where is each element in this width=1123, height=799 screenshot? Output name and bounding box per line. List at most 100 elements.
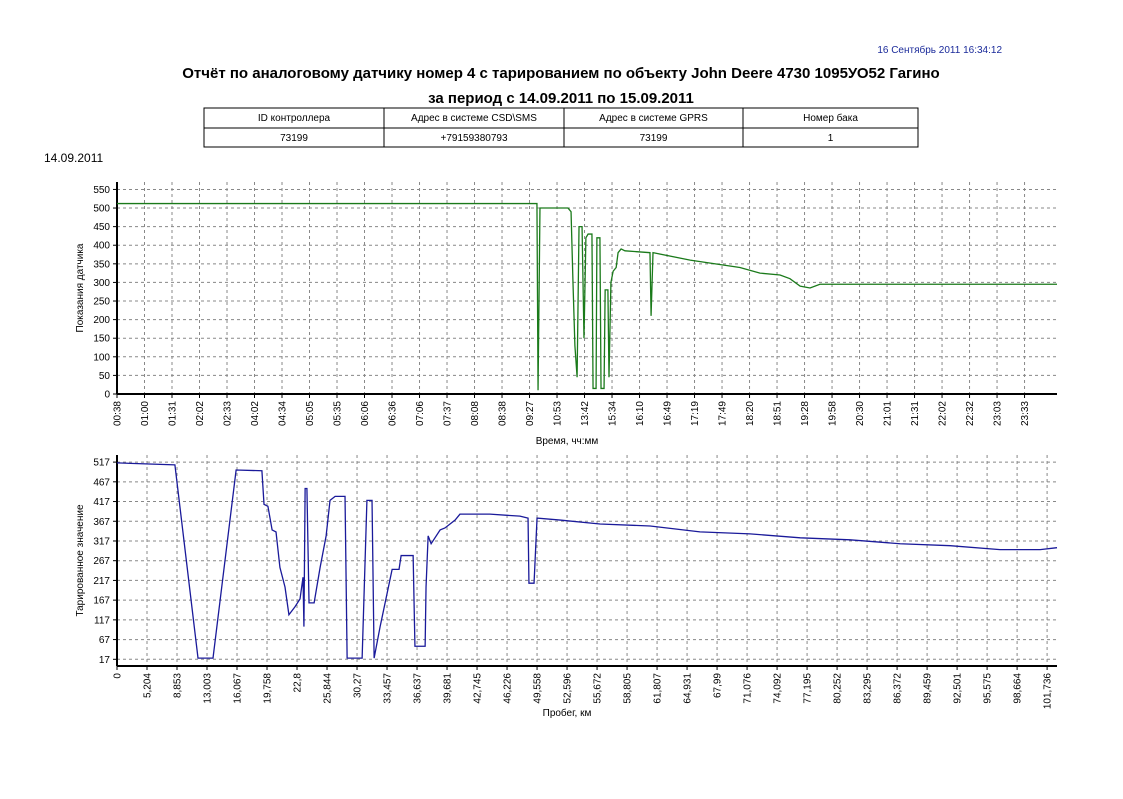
data-line	[117, 202, 1057, 391]
x-tick-label: 13:42	[580, 401, 591, 426]
y-tick-label: 417	[93, 497, 110, 508]
x-tick-label: 19:58	[828, 401, 839, 426]
x-tick-label: 42,745	[473, 673, 484, 704]
x-tick-label: 5,204	[143, 673, 154, 698]
y-axis-title: Показания датчика	[75, 243, 86, 332]
column-header: Адрес в системе GPRS	[599, 113, 708, 124]
x-tick-label: 92,501	[953, 673, 964, 704]
x-tick-label: 21:01	[883, 401, 894, 426]
table-cell: 73199	[280, 133, 308, 144]
y-tick-label: 217	[93, 576, 110, 587]
x-tick-label: 05:05	[305, 401, 316, 426]
x-tick-label: 80,252	[833, 673, 844, 704]
x-tick-label: 8,853	[173, 673, 184, 698]
x-tick-label: 01:00	[140, 401, 151, 426]
x-tick-label: 08:08	[470, 401, 481, 426]
x-tick-label: 20:30	[855, 401, 866, 426]
x-tick-label: 04:34	[278, 401, 289, 426]
y-tick-label: 0	[104, 390, 110, 401]
y-tick-label: 200	[93, 315, 110, 326]
x-tick-label: 55,672	[593, 673, 604, 704]
y-tick-label: 367	[93, 517, 110, 528]
x-tick-label: 18:20	[745, 401, 756, 426]
x-tick-label: 58,805	[623, 673, 634, 704]
x-tick-label: 71,076	[743, 673, 754, 704]
x-tick-label: 67,99	[713, 673, 724, 698]
y-tick-label: 267	[93, 556, 110, 567]
x-tick-label: 61,807	[653, 673, 664, 704]
x-tick-label: 18:51	[773, 401, 784, 426]
y-tick-label: 250	[93, 297, 110, 308]
y-tick-label: 400	[93, 241, 110, 252]
y-tick-label: 167	[93, 596, 110, 607]
x-tick-label: 16:10	[635, 401, 646, 426]
y-axis-title: Тарированное значение	[75, 504, 86, 617]
y-tick-label: 50	[99, 371, 111, 382]
x-axis-title: Пробег, км	[543, 707, 592, 719]
x-tick-label: 02:33	[223, 401, 234, 426]
x-tick-label: 06:06	[360, 401, 371, 426]
x-tick-label: 77,195	[803, 673, 814, 704]
x-tick-label: 95,575	[983, 673, 994, 704]
y-tick-label: 450	[93, 222, 110, 233]
x-tick-label: 01:31	[168, 401, 179, 426]
x-tick-label: 33,457	[383, 673, 394, 704]
x-tick-label: 0	[113, 673, 124, 679]
x-tick-label: 83,295	[863, 673, 874, 704]
y-tick-label: 100	[93, 352, 110, 363]
y-tick-label: 317	[93, 536, 110, 547]
x-tick-label: 04:02	[250, 401, 261, 426]
report-date: 14.09.2011	[44, 151, 103, 165]
x-tick-label: 64,931	[683, 673, 694, 704]
x-tick-label: 86,372	[893, 673, 904, 704]
x-tick-label: 52,596	[563, 673, 574, 704]
x-tick-label: 05:35	[333, 401, 344, 426]
x-tick-label: 17:19	[690, 401, 701, 426]
y-tick-label: 467	[93, 477, 110, 488]
y-tick-label: 67	[99, 635, 111, 646]
x-tick-label: 74,092	[773, 673, 784, 704]
x-tick-label: 17:49	[718, 401, 729, 426]
x-tick-label: 00:38	[113, 401, 124, 426]
table-cell: 1	[828, 133, 834, 144]
x-tick-label: 22,8	[293, 673, 304, 693]
x-tick-label: 02:02	[195, 401, 206, 426]
x-tick-label: 16:49	[663, 401, 674, 426]
x-tick-label: 15:34	[608, 401, 619, 426]
x-tick-label: 22:02	[938, 401, 949, 426]
x-tick-label: 13,003	[203, 673, 214, 704]
x-tick-label: 19:28	[800, 401, 811, 426]
y-tick-label: 117	[94, 615, 110, 626]
timestamp: 16 Сентябрь 2011 16:34:12	[877, 44, 1002, 56]
x-tick-label: 39,681	[443, 673, 454, 704]
x-tick-label: 30,27	[353, 673, 364, 698]
report-title: Отчёт по аналоговому датчику номер 4 с т…	[182, 65, 939, 82]
x-tick-label: 49,558	[533, 673, 544, 704]
x-tick-label: 98,664	[1013, 673, 1024, 704]
y-tick-label: 350	[93, 259, 110, 270]
x-tick-label: 23:03	[993, 401, 1004, 426]
y-tick-label: 517	[93, 458, 110, 469]
x-tick-label: 89,459	[923, 673, 934, 704]
x-axis-title: Время, чч:мм	[536, 436, 599, 447]
column-header: Адрес в системе CSD\SMS	[411, 113, 537, 124]
x-tick-label: 46,226	[503, 673, 514, 704]
table-cell: 73199	[640, 133, 668, 144]
x-tick-label: 16,067	[233, 673, 244, 704]
data-line	[116, 462, 1058, 659]
x-tick-label: 36,637	[413, 673, 424, 704]
x-tick-label: 21:31	[910, 401, 921, 426]
report-subtitle: за период с 14.09.2011 по 15.09.2011	[428, 90, 694, 107]
x-tick-label: 06:36	[388, 401, 399, 426]
x-tick-label: 19,758	[263, 673, 274, 704]
x-tick-label: 101,736	[1043, 673, 1054, 710]
y-tick-label: 300	[93, 278, 110, 289]
y-tick-label: 550	[93, 185, 110, 196]
x-tick-label: 23:33	[1020, 401, 1031, 426]
table-cell: +79159380793	[440, 133, 507, 144]
column-header: Номер бака	[803, 112, 858, 124]
x-tick-label: 22:32	[965, 401, 976, 426]
x-tick-label: 07:37	[443, 401, 454, 426]
